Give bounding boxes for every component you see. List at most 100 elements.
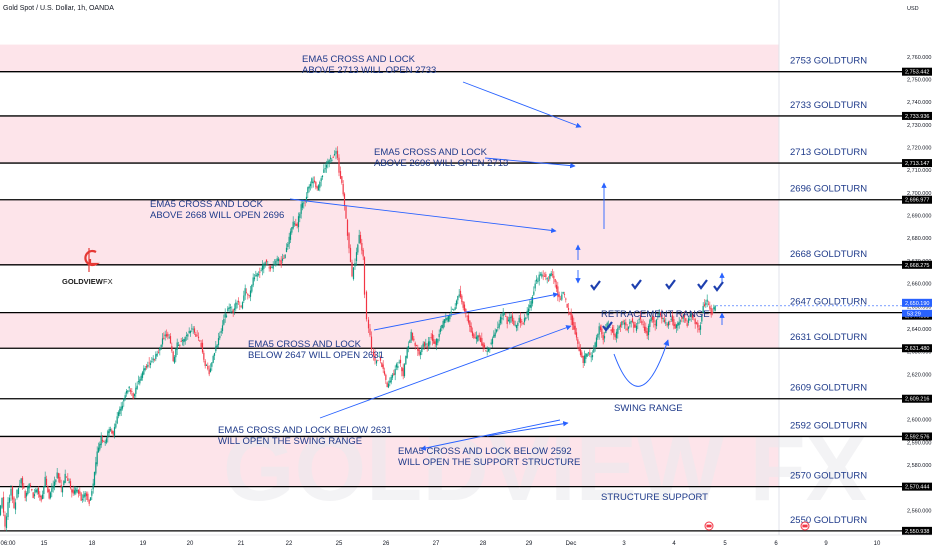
candle-body	[565, 298, 567, 300]
candle-body	[76, 489, 78, 492]
candle-body	[442, 320, 444, 328]
annotation-text-5-1: WILL OPEN THE SUPPORT STRUCTURE	[398, 457, 580, 468]
price-tag-bg-9	[902, 432, 932, 441]
price-axis[interactable]: 2,550.0002,560.0002,570.0002,580.0002,59…	[902, 0, 932, 550]
checkmark-icon	[665, 279, 676, 290]
candle-body	[654, 323, 656, 326]
candle-body	[129, 390, 132, 392]
candle-body	[268, 267, 270, 269]
annotation-text-3-0: EMA5 CROSS AND LOCK	[248, 339, 362, 350]
candle-body	[650, 317, 652, 321]
candle-body	[610, 329, 612, 332]
candle-body	[253, 277, 256, 280]
candle-body	[457, 296, 459, 301]
candle-body	[701, 315, 703, 322]
candle-body	[505, 316, 507, 317]
price-tag-8: 2,609.216	[905, 397, 929, 403]
candle-body	[160, 344, 162, 347]
candle-body	[184, 336, 186, 342]
candle-body	[590, 356, 592, 358]
candle-body	[621, 321, 623, 326]
annotation-arrow-1	[484, 157, 576, 169]
candle-body	[293, 223, 296, 225]
candle-body	[430, 337, 432, 338]
candle-body	[0, 505, 2, 515]
candle-body	[47, 485, 49, 492]
price-tag-2: 2,713.147	[905, 161, 929, 167]
candle-body	[348, 233, 350, 249]
candle-body	[357, 244, 359, 253]
candle-body	[164, 334, 166, 337]
candles-layer	[0, 146, 716, 532]
candle-body	[263, 263, 265, 269]
candle-body	[338, 157, 340, 173]
candle-body	[199, 340, 201, 342]
candle-body	[11, 486, 14, 500]
candle-body	[24, 490, 26, 499]
candle-body	[289, 231, 292, 240]
candle-body	[614, 334, 616, 338]
candle-body	[470, 326, 472, 333]
annotation-text-1-1: ABOVE 2696 WILL OPEN 2713	[374, 158, 508, 169]
goldturn-label-1: 2733 GOLDTURN	[790, 100, 867, 111]
candle-body	[144, 367, 146, 371]
candle-body	[413, 338, 415, 341]
candle-body	[623, 322, 626, 325]
candle-body	[45, 478, 48, 485]
candle-body	[312, 181, 314, 184]
candle-body	[355, 252, 358, 262]
candle-body	[136, 385, 138, 389]
candle-body	[631, 318, 634, 323]
candle-body	[630, 321, 632, 323]
candle-body	[185, 335, 188, 336]
candle-body	[345, 206, 347, 219]
candle-body	[313, 180, 316, 182]
time-axis[interactable]: 06:00 15 18 19 20 21 22 25 26 27 28 29 Dec 3 4 5 6 9 10	[0, 521, 932, 550]
candle-body	[589, 352, 591, 356]
candle-body	[116, 416, 118, 424]
price-tick-16: 2,710.000	[907, 168, 931, 174]
candle-body	[483, 344, 486, 348]
candle-body	[56, 472, 58, 478]
candle-body	[179, 344, 181, 346]
candle-body	[419, 351, 422, 355]
candle-body	[343, 193, 346, 206]
label-panel	[779, 0, 902, 535]
candle-body	[395, 364, 398, 368]
candle-body	[637, 322, 639, 324]
candle-body	[197, 336, 200, 339]
candle-body	[581, 352, 583, 358]
candle-body	[485, 350, 487, 352]
candle-body	[687, 318, 690, 323]
candle-body	[159, 347, 161, 351]
candle-body	[301, 203, 304, 208]
annotation-text-2-0: EMA5 CROSS AND LOCK	[150, 199, 264, 210]
time-tick-12: Dec	[566, 541, 577, 547]
candle-body	[585, 353, 587, 359]
logo-brand: GOLDVIEW	[62, 277, 104, 286]
candle-body	[573, 322, 575, 330]
candle-body	[143, 368, 145, 375]
goldturn-label-7: 2609 GOLDTURN	[790, 383, 867, 394]
candle-body	[303, 202, 305, 204]
candle-body	[370, 336, 373, 350]
candle-body	[95, 462, 97, 474]
candle-body	[288, 236, 290, 245]
candle-body	[517, 322, 519, 326]
price-axis-bg	[902, 0, 932, 550]
candle-body	[165, 334, 168, 337]
candle-body	[32, 492, 34, 499]
watermark-layer: GOLDVIEW FX	[223, 418, 867, 520]
candle-body	[241, 302, 244, 309]
candle-body	[421, 347, 423, 352]
candle-body	[645, 326, 647, 333]
candle-body	[466, 315, 468, 317]
candle-body	[203, 352, 205, 360]
candle-body	[707, 303, 710, 305]
candle-body	[709, 306, 711, 309]
candle-body	[244, 288, 246, 296]
zone-band-1	[0, 115, 779, 164]
candle-body	[615, 331, 618, 339]
candle-body	[651, 316, 654, 320]
candle-body	[626, 328, 628, 331]
